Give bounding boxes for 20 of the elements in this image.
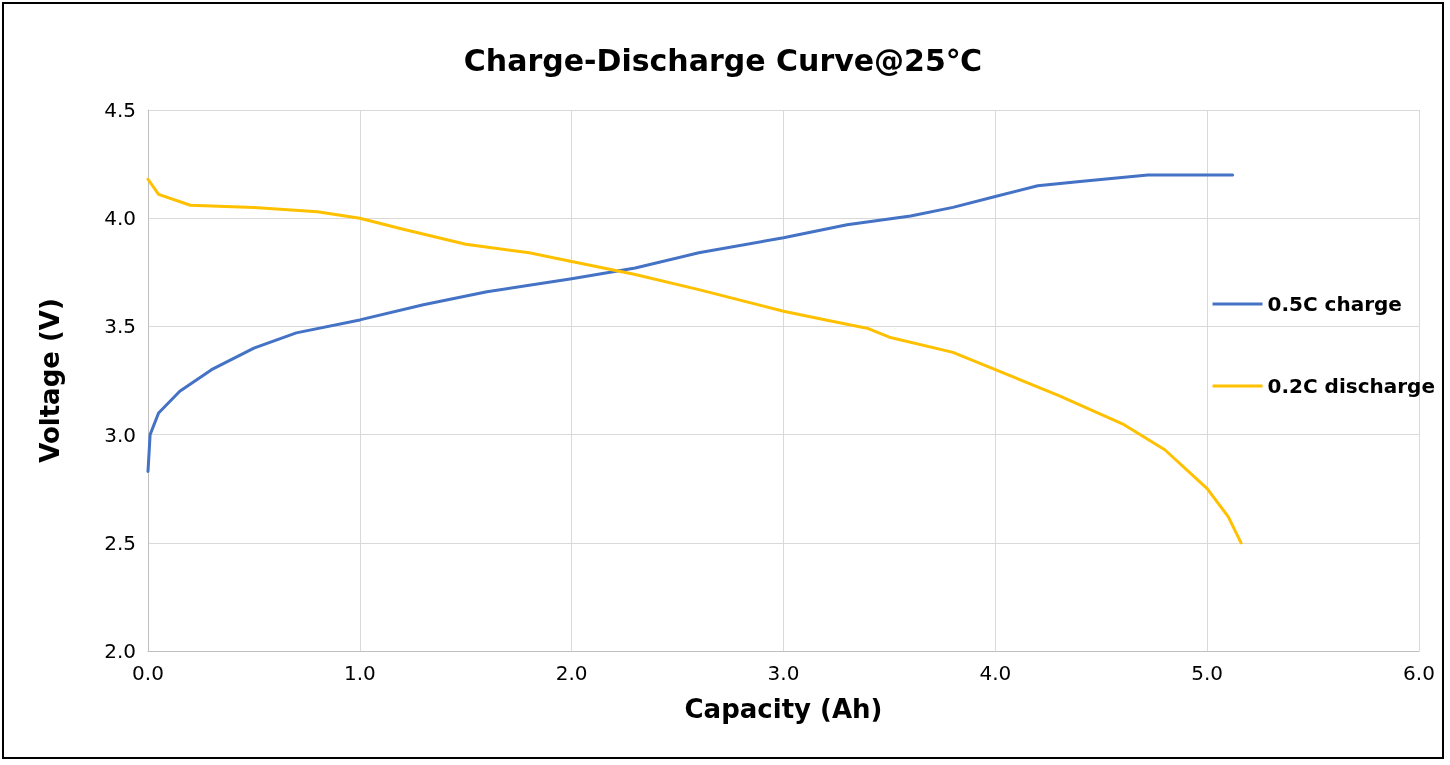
x-tick-label: 3.0 (767, 661, 800, 685)
y-tick-label: 3.5 (104, 314, 136, 339)
y-tick-label: 2.0 (104, 639, 136, 663)
y-tick-label: 4.5 (104, 98, 136, 122)
y-tick-label: 2.5 (104, 530, 136, 555)
x-axis-title: Capacity (Ah) (684, 694, 883, 724)
legend-label: 0.5C charge (1267, 292, 1402, 316)
x-tick-label: 2.0 (555, 661, 588, 685)
x-tick-label: 6.0 (1403, 661, 1435, 685)
x-tick-label: 1.0 (343, 661, 376, 685)
legend-label: 0.2C discharge (1267, 374, 1435, 398)
x-tick-label: 4.0 (979, 661, 1012, 685)
x-tick-label: 0.0 (132, 661, 164, 685)
line-series (146, 177, 1243, 545)
x-tick-label: 5.0 (1191, 661, 1224, 685)
chart-title: Charge-Discharge Curve@25℃ (463, 42, 983, 78)
line-series (146, 173, 1235, 473)
y-tick-label: 3.0 (104, 422, 136, 447)
y-axis-title: Voltage (V) (35, 298, 65, 463)
y-tick-label: 4.0 (104, 206, 136, 231)
